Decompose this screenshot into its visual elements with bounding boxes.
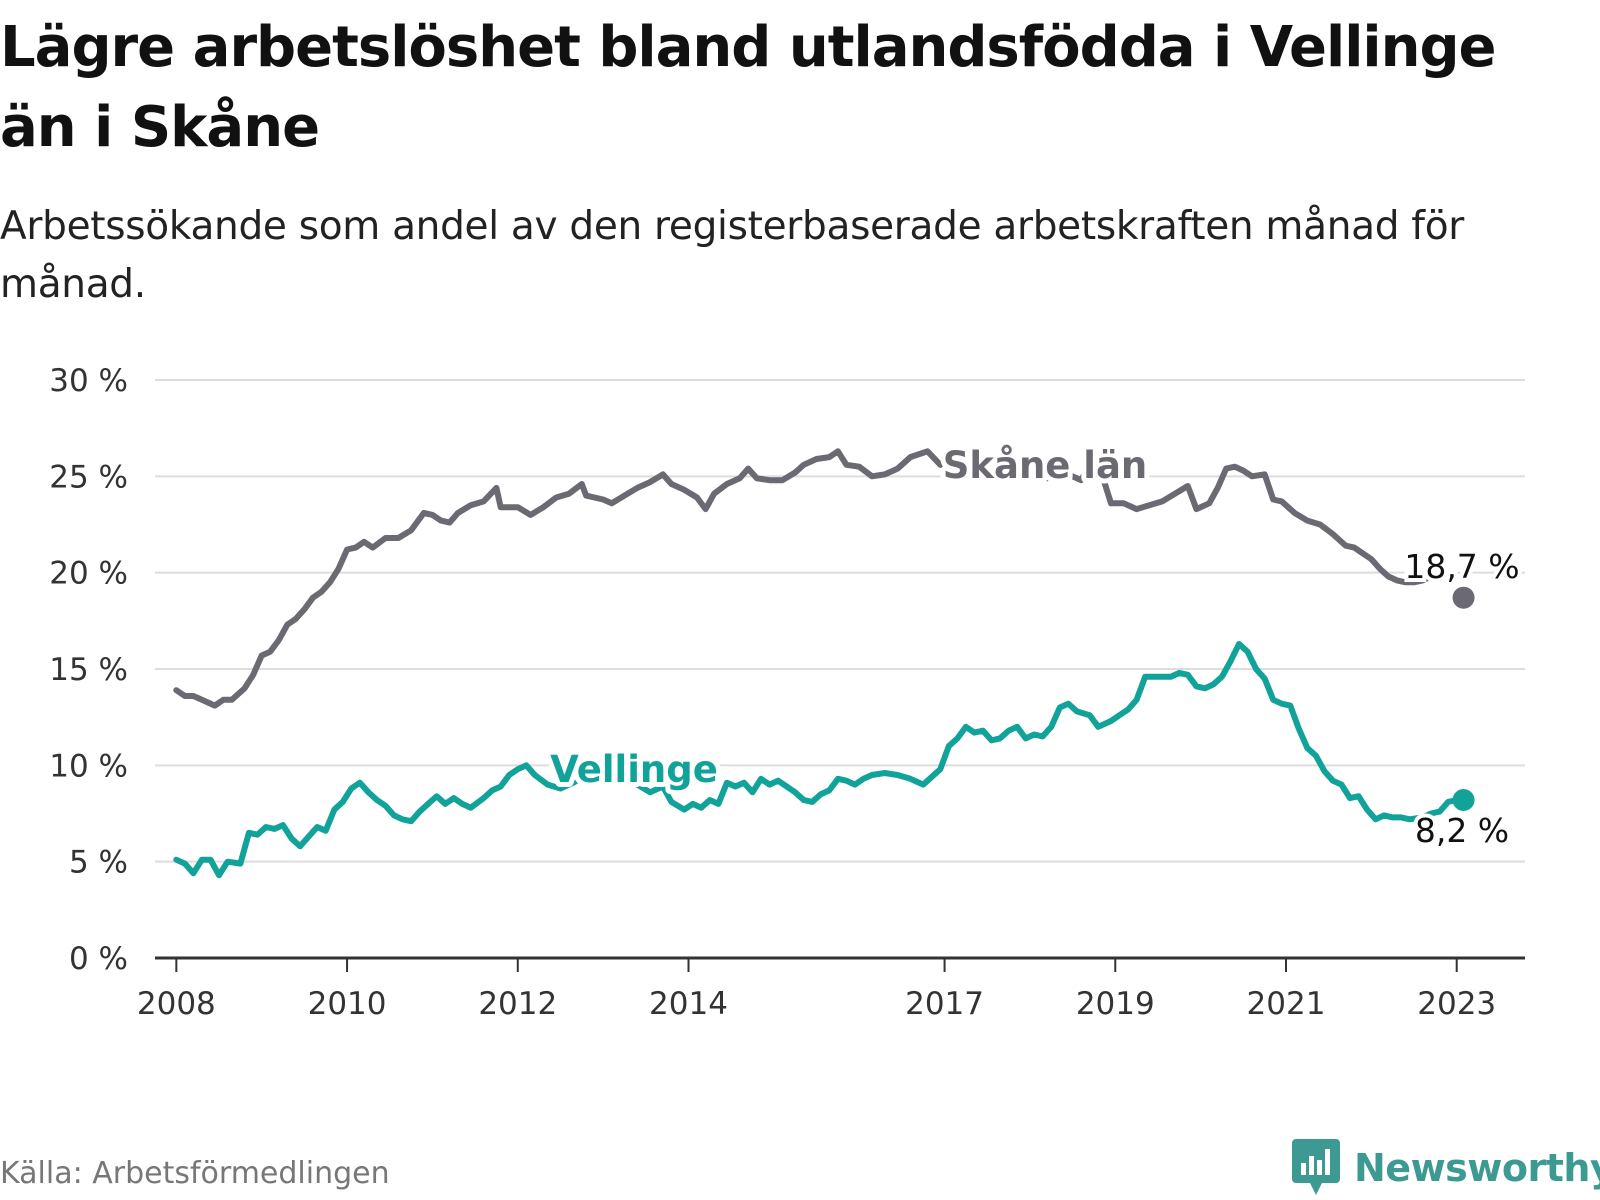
x-tick-label: 2012 (478, 986, 557, 1022)
series-line-skåne-län (173, 448, 1443, 709)
y-tick-label: 30 % (49, 363, 128, 399)
newsworthy-logo-icon (1292, 1139, 1340, 1195)
series-lines (173, 448, 1475, 879)
end-point-vellinge (1452, 789, 1475, 812)
y-tick-label: 5 % (69, 845, 128, 881)
chart-subtitle: Arbetssökande som andel av den registerb… (0, 204, 1465, 307)
x-axis: 2008 2010 2012 2014 2017 2019 2021 2023 (137, 956, 1525, 1022)
y-tick-label: 0 % (69, 941, 128, 977)
y-tick-label: 20 % (49, 556, 128, 592)
newsworthy-logo-text: Newsworthy (1354, 1146, 1600, 1190)
y-tick-label: 15 % (49, 652, 128, 688)
y-axis-ticks: 0 % 5 % 10 % 15 % 20 % 25 % 30 % (49, 363, 128, 977)
x-tick-label: 2019 (1076, 986, 1155, 1022)
x-tick-label: 2008 (137, 986, 216, 1022)
series-label-skane: Skåne län (943, 444, 1148, 487)
x-tick-label: 2010 (308, 986, 387, 1022)
newsworthy-logo[interactable]: Newsworthy (1292, 1139, 1600, 1196)
chart-title: Lägre arbetslöshet bland utlandsfödda i … (0, 15, 1497, 160)
source-note: Källa: Arbetsförmedlingen (0, 1156, 390, 1191)
end-value-label-skane: 18,7 % (1404, 547, 1519, 586)
end-point-skåne-län (1452, 586, 1475, 609)
y-tick-label: 10 % (49, 748, 128, 784)
y-tick-label: 25 % (49, 459, 128, 495)
x-tick-label: 2014 (649, 986, 728, 1022)
x-tick-label: 2021 (1247, 986, 1326, 1022)
series-labels: Skåne län Vellinge 18,7 % 8,2 % (545, 439, 1524, 854)
grid-lines (155, 379, 1525, 863)
series-line-vellinge (173, 641, 1460, 879)
end-value-label-vellinge: 8,2 % (1415, 811, 1509, 850)
series-label-vellinge: Vellinge (550, 748, 718, 791)
x-tick-label: 2017 (905, 986, 984, 1022)
x-tick-label: 2023 (1417, 986, 1496, 1022)
